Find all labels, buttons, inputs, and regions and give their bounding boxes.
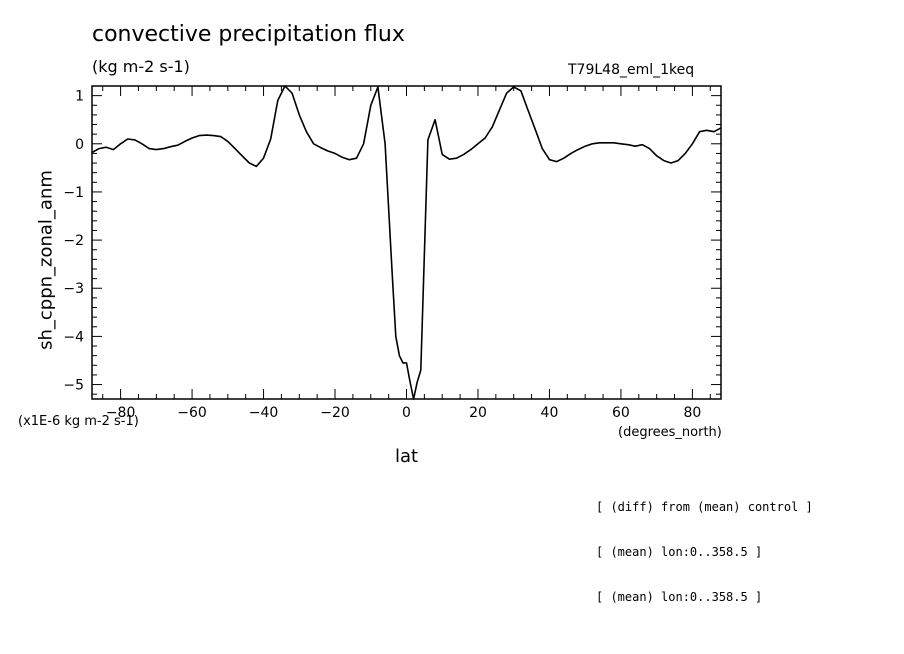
note-line: [ (mean) lon:0..358.5 ] [596,590,763,604]
x-tick-label: 20 [469,405,487,421]
x-tick-label: −60 [177,405,207,421]
x-units-label: (degrees_north) [618,425,722,440]
plot-frame [91,85,722,400]
y-tick-label: 1 [75,89,84,105]
series-line [91,85,722,400]
y-tick-label: −5 [63,378,84,394]
chart-title: convective precipitation flux [92,22,405,47]
y-tick-label: −1 [63,185,84,201]
x-tick-label: 60 [612,405,630,421]
y-tick-label: −4 [63,329,84,345]
note-line: [ (mean) lon:0..358.5 ] [596,545,763,559]
y-scale-label: (x1E-6 kg m-2 s-1) [18,414,139,429]
y-tick-label: −2 [63,233,84,249]
x-tick-label: −80 [106,405,136,421]
x-tick-label: −20 [320,405,350,421]
note-line: [ (diff) from (mean) control ] [596,500,813,514]
x-tick-label: 40 [541,405,559,421]
x-tick-label: −40 [249,405,279,421]
units-label: (kg m-2 s-1) [92,57,190,76]
x-axis-label: lat [395,446,419,467]
x-tick-label: 80 [683,405,701,421]
x-tick-label: 0 [402,405,411,421]
run-label: T79L48_eml_1keq [568,62,695,78]
y-tick-label: 0 [75,137,84,153]
y-tick-label: −3 [63,281,84,297]
annotation-notes: [ (diff) from (mean) control ] [ (mean) … [596,470,813,620]
